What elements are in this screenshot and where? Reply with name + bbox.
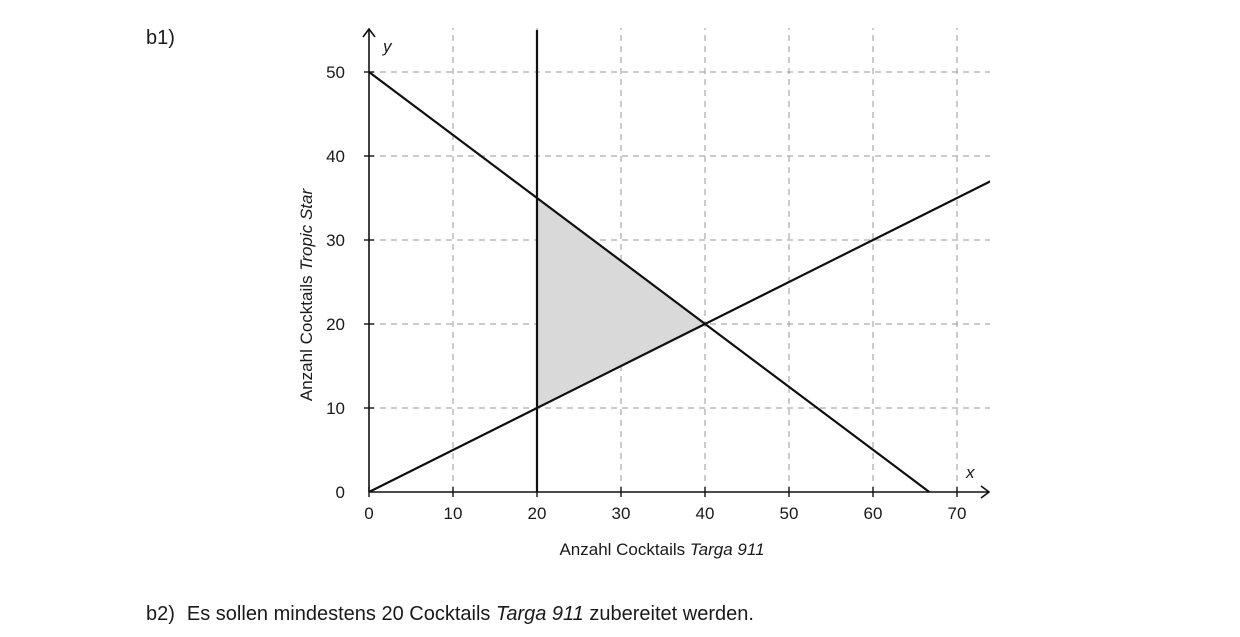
part-b1-label: b1) (146, 27, 175, 49)
x-tick-label-60: 60 (864, 504, 883, 523)
x-tick-label-30: 30 (612, 504, 631, 523)
constraint-lines (369, 30, 990, 492)
b2-text-before: Es sollen mindestens 20 Cocktails (186, 603, 496, 625)
feasible-region (537, 198, 705, 408)
x-tick-label-0: 0 (364, 504, 373, 523)
y-axis-name: y (382, 37, 393, 56)
constraint-line-1 (369, 71, 930, 492)
y-axis-label: Anzahl Cocktails Tropic Star (297, 188, 316, 402)
x-axis-name: x (965, 463, 975, 482)
part-b2-text: b2) Es sollen mindestens 20 Cocktails Tar… (146, 603, 754, 626)
x-tick-label-70: 70 (948, 504, 967, 523)
y-tick-label-50: 50 (326, 63, 345, 82)
x-axis-arrow (980, 485, 991, 499)
y-axis-arrow (362, 27, 376, 38)
b2-text-after: zubereitet werden. (583, 603, 754, 625)
x-axis-label: Anzahl Cocktails Targa 911 (559, 540, 764, 559)
grid-lines (369, 28, 990, 492)
tick-labels: 0 10 20 30 40 50 60 70 0 10 20 30 40 50 (326, 63, 966, 523)
x-tick-label-20: 20 (528, 504, 547, 523)
y-tick-label-30: 30 (326, 231, 345, 250)
axes (362, 27, 991, 499)
x-tick-label-50: 50 (780, 504, 799, 523)
x-tick-label-40: 40 (696, 504, 715, 523)
x-tick-label-10: 10 (444, 504, 463, 523)
y-tick-label-10: 10 (326, 399, 345, 418)
y-tick-label-40: 40 (326, 147, 345, 166)
y-tick-label-0: 0 (336, 483, 345, 502)
y-tick-label-20: 20 (326, 315, 345, 334)
b2-text-italic: Targa 911 (495, 603, 584, 625)
part-b2-label: b2) (146, 603, 175, 625)
constraint-line-2 (369, 180, 990, 492)
